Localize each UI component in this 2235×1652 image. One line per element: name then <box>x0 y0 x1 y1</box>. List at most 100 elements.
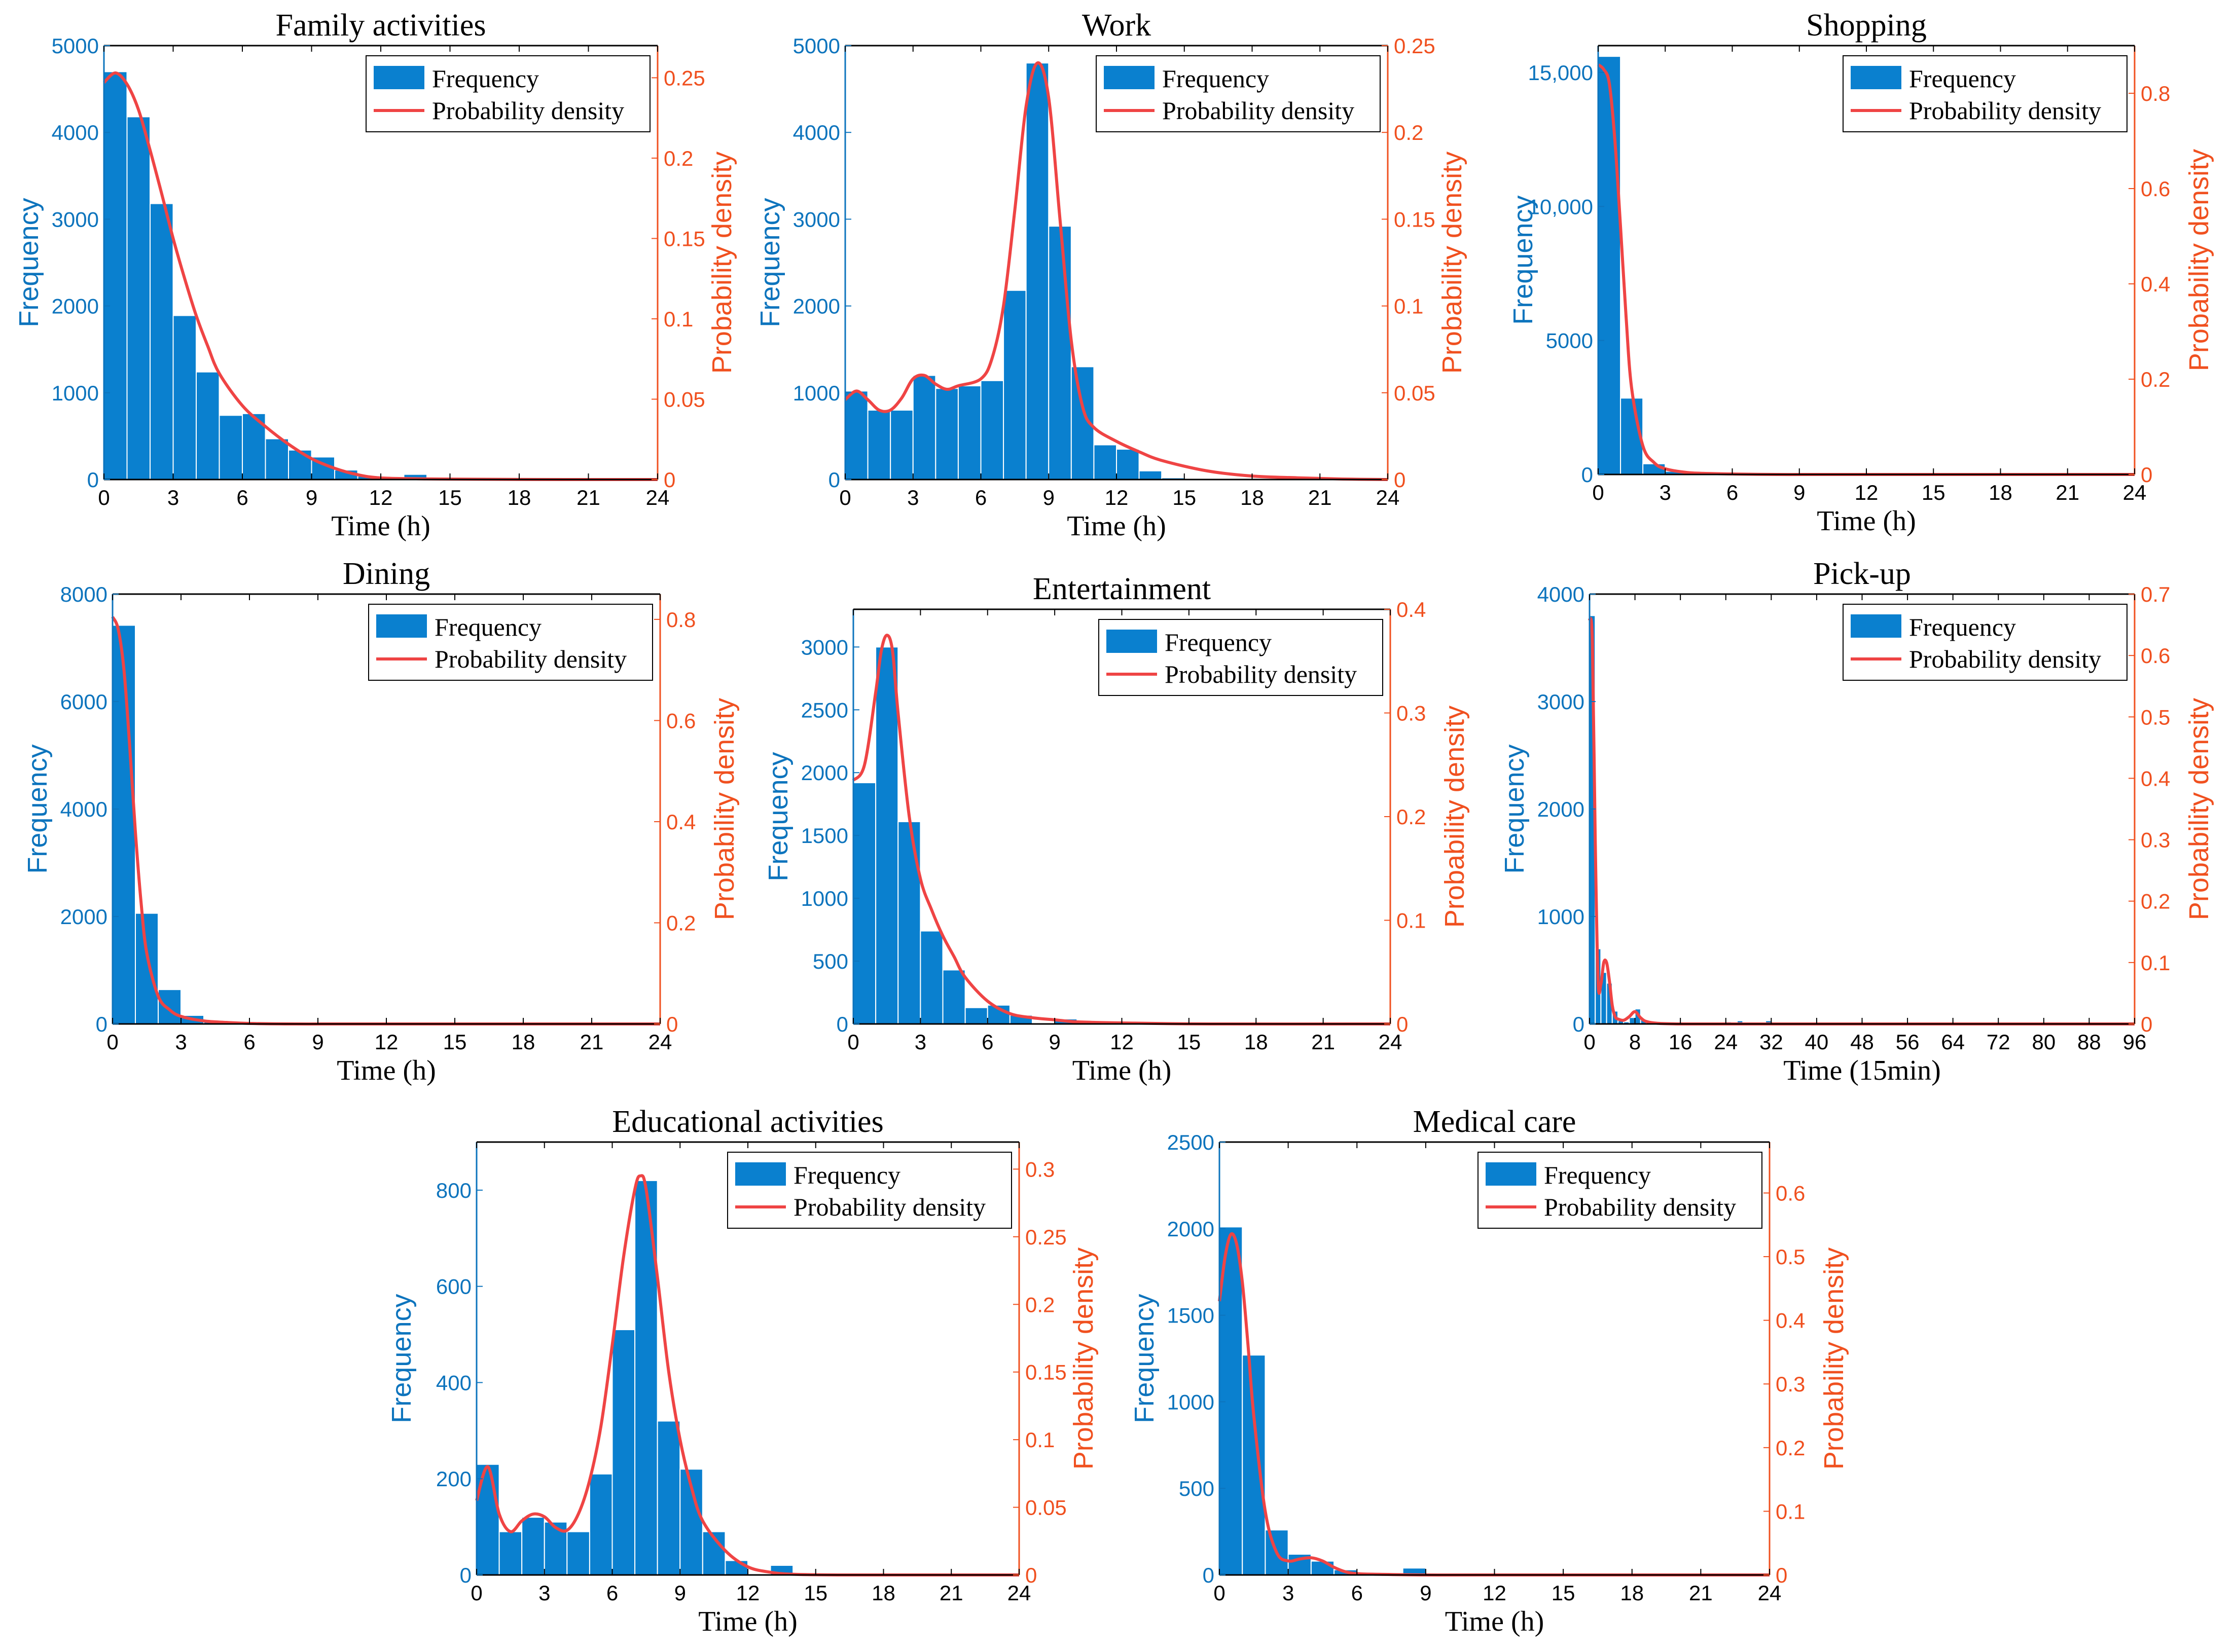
x-axis-label: Time (h) <box>337 1055 436 1086</box>
chart-panel: 0 3 6 9 12 15 18 21 24020040060080000.050.10.150… <box>386 1105 1099 1637</box>
x-tick-label: 9 <box>674 1581 686 1605</box>
y-tick-label-right: 0.2 <box>1396 805 1426 829</box>
histogram-bar <box>935 388 959 480</box>
x-tick-label: 18 <box>508 486 531 509</box>
density-curve <box>852 634 1391 1026</box>
y-tick-label: 3000 <box>52 207 99 231</box>
legend-label-density: Probability density <box>1909 96 2101 125</box>
x-tick-label: 9 <box>1049 1030 1060 1054</box>
x-tick-label: 6 <box>606 1581 618 1605</box>
chart-panel: 0 3 6 9 12 15 18 21 2405001000150020002500300000… <box>763 572 1470 1086</box>
y-tick-label: 400 <box>436 1371 472 1394</box>
x-tick-label: 9 <box>1420 1581 1431 1605</box>
y-tick-label-right: 0 <box>1394 468 1405 492</box>
y-tick-label: 4000 <box>793 121 840 144</box>
y-tick-label-right: 0.3 <box>1025 1157 1055 1181</box>
legend-swatch-bar <box>376 614 427 638</box>
histogram-bar <box>288 449 312 480</box>
histogram-bar <box>725 1560 748 1576</box>
histogram-bar <box>890 410 914 480</box>
y-tick-label-right: 0.5 <box>2141 705 2170 729</box>
x-tick-label: 24 <box>1714 1030 1738 1054</box>
chart-title: Medical care <box>1413 1105 1576 1139</box>
legend: Frequency Probability density <box>1843 604 2128 681</box>
y-axis-label-right: Probability density <box>2184 149 2214 371</box>
histogram-bar <box>265 438 289 481</box>
histogram-bars <box>1219 1226 1426 1576</box>
x-axis-label: Time (h) <box>1067 510 1166 542</box>
y-tick-label-right: 0.25 <box>1025 1225 1067 1249</box>
y-tick-label-right: 0 <box>1025 1563 1037 1587</box>
y-tick-label-right: 0.4 <box>2141 272 2170 296</box>
y-tick-label: 0 <box>1581 463 1593 487</box>
y-tick-label-right: 0.6 <box>1776 1181 1805 1205</box>
histogram-bar <box>196 371 220 480</box>
y-tick-label-right: 0.1 <box>1396 909 1426 933</box>
y-tick-label-right: 0.4 <box>666 810 696 834</box>
y-tick-label-right: 0.5 <box>1776 1245 1805 1269</box>
y-tick-label: 1000 <box>793 381 840 405</box>
histogram-bar <box>172 315 197 480</box>
x-tick-label: 16 <box>1669 1030 1692 1054</box>
x-axis-label: Time (h) <box>1072 1055 1172 1086</box>
histogram-bar <box>1138 470 1163 481</box>
legend-label-density: Probability density <box>1544 1193 1736 1221</box>
x-tick-label: 15 <box>443 1030 467 1054</box>
legend: Frequency Probability density <box>366 55 651 132</box>
histogram-bar <box>611 1329 636 1575</box>
x-tick-label: 18 <box>1620 1581 1644 1605</box>
x-tick-label: 32 <box>1759 1030 1783 1054</box>
legend-label-frequency: Frequency <box>1162 64 1269 93</box>
legend-label-density: Probability density <box>432 96 624 125</box>
histogram-bar <box>867 410 891 480</box>
y-tick-label-right: 0.25 <box>1394 34 1435 58</box>
y-tick-label-right: 0.1 <box>1776 1499 1805 1523</box>
histogram-bar <box>657 1420 681 1575</box>
y-tick-label: 2500 <box>1167 1130 1214 1154</box>
y-tick-label: 0 <box>96 1012 107 1036</box>
histogram-bar <box>1242 1354 1266 1575</box>
x-tick-label: 15 <box>1172 486 1196 509</box>
y-tick-label-right: 0.6 <box>2141 177 2170 201</box>
x-tick-label: 18 <box>872 1581 895 1605</box>
y-tick-label-right: 0 <box>2141 463 2152 487</box>
x-tick-label: 15 <box>1552 1581 1575 1605</box>
y-tick-label: 6000 <box>60 690 107 714</box>
x-tick-label: 18 <box>1244 1030 1268 1054</box>
y-tick-label: 0 <box>87 468 99 492</box>
x-tick-label: 0 <box>839 486 851 509</box>
y-tick-label: 2500 <box>801 698 848 722</box>
y-tick-label: 800 <box>436 1179 472 1202</box>
x-tick-label: 21 <box>940 1581 963 1605</box>
y-tick-label-right: 0.2 <box>2141 890 2170 913</box>
y-tick-label-right: 0.05 <box>1394 381 1435 405</box>
histogram-bar <box>912 375 936 480</box>
y-tick-label-right: 0.1 <box>664 307 693 331</box>
y-tick-label-right: 0 <box>666 1012 678 1036</box>
x-tick-label: 3 <box>1660 481 1671 504</box>
x-axis-label: Time (h) <box>1817 505 1916 537</box>
y-axis-label-right: Probability density <box>709 698 740 920</box>
histogram-bar <box>964 1007 988 1024</box>
legend: Frequency Probability density <box>368 604 653 681</box>
x-tick-label: 24 <box>1007 1581 1031 1605</box>
y-tick-label-right: 0.3 <box>2141 828 2170 852</box>
y-axis-label: Frequency <box>22 744 53 873</box>
y-tick-label: 1000 <box>1537 905 1584 929</box>
x-tick-label: 6 <box>975 486 987 509</box>
density-curve <box>844 61 1388 481</box>
y-tick-label: 15,000 <box>1528 61 1593 85</box>
x-tick-label: 8 <box>1629 1030 1641 1054</box>
y-tick-label-right: 0.05 <box>664 387 705 411</box>
histogram-bar <box>1003 289 1027 480</box>
chart-panel: 0 3 6 9 12 15 18 21 240500100015002000250000.10.… <box>1129 1105 1849 1637</box>
y-tick-label: 1000 <box>801 887 848 910</box>
x-tick-label: 0 <box>98 486 110 509</box>
x-tick-label: 96 <box>2123 1030 2147 1054</box>
legend: Frequency Probability density <box>1096 55 1381 132</box>
legend-label-density: Probability density <box>1162 96 1354 125</box>
legend-label-frequency: Frequency <box>1909 64 2016 93</box>
legend-swatch-bar <box>374 66 424 89</box>
histogram-bar <box>853 782 877 1025</box>
x-tick-label: 18 <box>1989 481 2012 504</box>
